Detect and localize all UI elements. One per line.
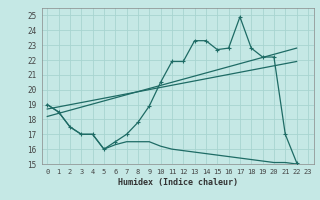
X-axis label: Humidex (Indice chaleur): Humidex (Indice chaleur) — [118, 178, 237, 187]
